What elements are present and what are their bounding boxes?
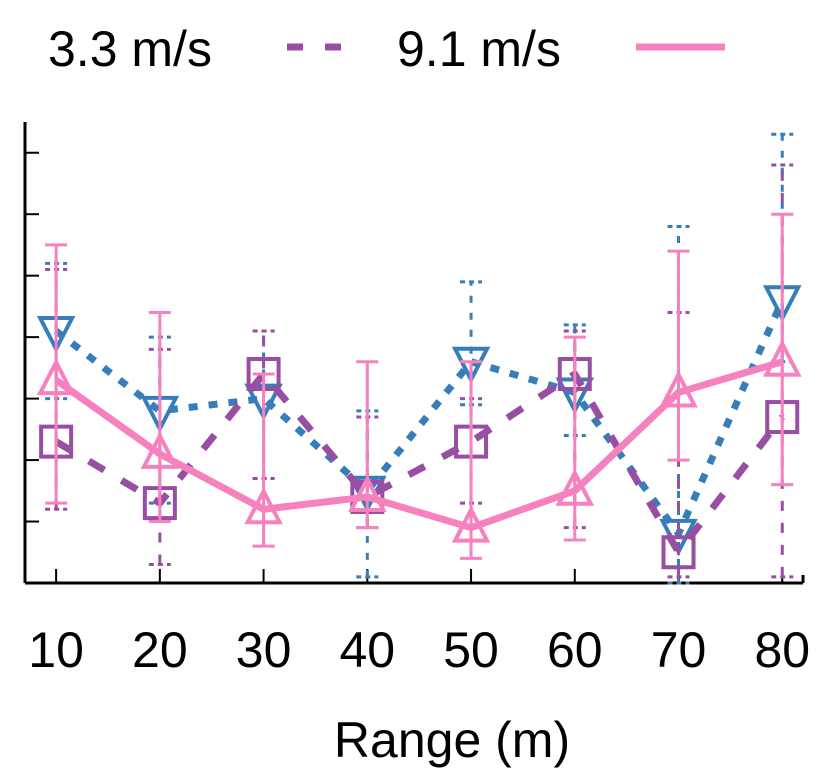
x-tick-label: 80 <box>754 622 810 678</box>
data-point-triangle-up <box>348 474 387 512</box>
data-point-triangle-up <box>555 468 595 506</box>
data-point-triangle-up <box>140 431 180 469</box>
series-line <box>53 298 786 538</box>
x-tick-label: 70 <box>651 622 707 678</box>
legend: 3.3 m/s 9.1 m/s <box>48 21 725 77</box>
data-point-triangle-up <box>244 486 283 525</box>
x-tick-label: 10 <box>28 622 84 678</box>
x-tick-label: 20 <box>132 622 188 678</box>
x-tick-labels: 10 20 30 40 50 60 70 80 <box>28 622 810 678</box>
data-point-triangle-up <box>36 357 76 396</box>
series-line <box>54 370 786 556</box>
x-tick-label: 60 <box>547 622 603 678</box>
plot-area <box>23 122 805 585</box>
legend-label-9-1: 9.1 m/s <box>397 21 561 77</box>
x-tick-label: 30 <box>236 622 292 678</box>
data-point-triangle-up <box>659 370 698 408</box>
data-point-triangle-down <box>451 346 491 385</box>
legend-label-3-3: 3.3 m/s <box>48 21 212 77</box>
x-axis-title: Range (m) <box>334 712 570 768</box>
x-tick-label: 50 <box>443 622 499 678</box>
data-point-triangle-up <box>762 339 802 377</box>
x-tick-label: 40 <box>340 622 396 678</box>
data-point-triangle-up <box>451 505 491 543</box>
series-line <box>54 358 784 532</box>
data-point-square <box>661 535 696 570</box>
